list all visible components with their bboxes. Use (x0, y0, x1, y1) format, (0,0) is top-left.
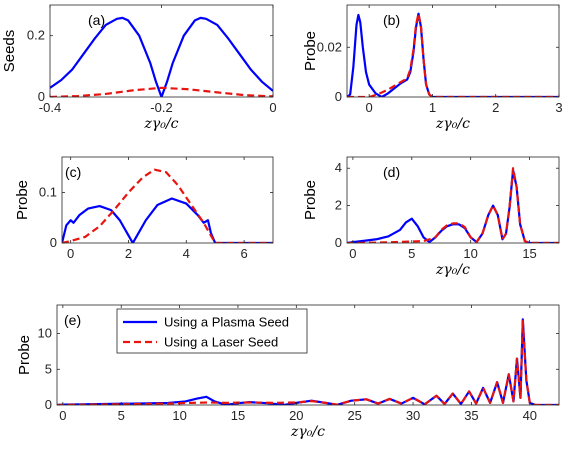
x-axis-label: zγ₀/c (290, 424, 325, 440)
y-tick-label: 2 (335, 198, 342, 213)
x-tick-label: 0 (67, 246, 74, 261)
panel-d: 0 5 10 15 0 2 4 Probe zγ₀/c (d) (302, 156, 560, 278)
y-axis-label: Probe (302, 31, 319, 71)
series-line-laser (50, 86, 273, 97)
x-tick-label: 0 (349, 246, 356, 261)
axes-box (56, 304, 560, 406)
x-tick-label: 0 (366, 100, 373, 115)
y-tick-label: 0 (335, 89, 342, 104)
x-tick-label: 0 (269, 100, 276, 115)
x-tick-label: 5 (118, 408, 125, 423)
x-tick-label: -0.2 (150, 100, 172, 115)
y-tick-label: 5 (45, 361, 52, 376)
panel-label: (d) (383, 164, 400, 180)
series-line-laser (57, 319, 559, 405)
axes-box (61, 156, 274, 244)
axes-box (346, 4, 560, 98)
series-line-laser (347, 167, 559, 243)
x-tick-label: 0 (59, 408, 66, 423)
axes-box (346, 156, 560, 244)
x-tick-label: 30 (406, 408, 420, 423)
legend: Using a Plasma Seed Using a Laser Seed (116, 308, 308, 354)
x-tick-label: 35 (464, 408, 478, 423)
y-tick-label: 0 (50, 235, 57, 250)
x-axis-label: zγ₀/c (435, 116, 470, 132)
x-tick-label: 10 (463, 246, 477, 261)
panel-label: (c) (65, 164, 81, 180)
panel-c: 0 2 4 6 0 0.1 Probe (c) (14, 156, 274, 261)
x-tick-label: 15 (522, 246, 536, 261)
axes-box (49, 4, 274, 98)
series-line-laser (347, 12, 559, 97)
panel-label: (b) (383, 12, 400, 28)
y-axis-label: Probe (302, 180, 319, 220)
y-tick-label: 0 (45, 397, 52, 412)
y-tick-label: 0 (38, 89, 45, 104)
y-tick-label: 10 (38, 326, 52, 341)
y-tick-label: 0.2 (27, 28, 45, 43)
legend-entry-laser: Using a Laser Seed (164, 335, 278, 350)
x-tick-label: 6 (240, 246, 247, 261)
x-tick-label: 5 (408, 246, 415, 261)
x-tick-label: 4 (183, 246, 190, 261)
x-tick-label: 2 (492, 100, 499, 115)
series-line-plasma (347, 12, 559, 97)
x-tick-label: 3 (555, 100, 562, 115)
x-axis-label: zγ₀/c (144, 116, 179, 132)
y-tick-label: 4 (335, 160, 342, 175)
x-tick-label: -0.4 (39, 100, 61, 115)
panel-label: (e) (64, 312, 81, 328)
panel-a: -0.4 -0.2 0 0 0.2 Seeds zγ₀/c (a) (1, 4, 277, 132)
x-tick-label: 40 (523, 408, 537, 423)
y-tick-label: 0.02 (317, 39, 342, 54)
panel-e: 0 5 10 15 20 25 30 35 40 0 5 10 Probe zγ₀/c (e) Using a… (16, 304, 560, 440)
y-axis-label: Probe (16, 335, 33, 375)
x-tick-label: 15 (231, 408, 245, 423)
y-tick-label: 0 (335, 235, 342, 250)
y-tick-label: 0.1 (39, 184, 57, 199)
x-tick-label: 2 (125, 246, 132, 261)
y-axis-label: Probe (14, 180, 31, 220)
panel-label: (a) (88, 12, 105, 28)
series-line-plasma (62, 197, 273, 243)
x-tick-label: 25 (347, 408, 361, 423)
y-axis-label: Seeds (1, 30, 18, 73)
legend-box (116, 308, 308, 354)
legend-entry-plasma: Using a Plasma Seed (164, 315, 289, 330)
series-line-laser (62, 168, 273, 243)
x-axis-label: zγ₀/c (435, 262, 470, 278)
series-line-plasma (347, 168, 559, 243)
x-tick-label: 1 (429, 100, 436, 115)
x-tick-label: 20 (289, 408, 303, 423)
x-tick-label: 10 (172, 408, 186, 423)
series-line-plasma (50, 16, 273, 97)
